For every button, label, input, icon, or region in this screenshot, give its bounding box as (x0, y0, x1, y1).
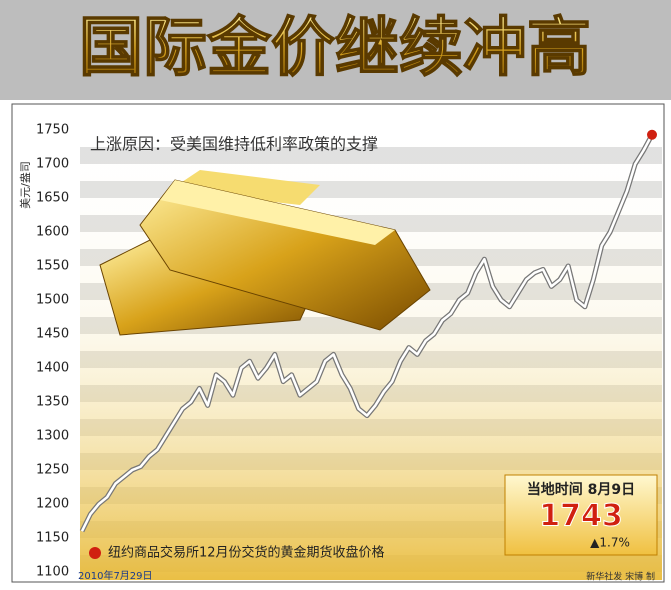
y-tick-label: 1200 (36, 497, 69, 512)
end-date: 当地时间 8月9日 (527, 481, 635, 498)
y-tick-label: 1650 (36, 191, 69, 206)
y-tick-label: 1450 (36, 327, 69, 342)
note-icon (89, 547, 101, 559)
y-axis-label: 美元/盎司 (18, 161, 32, 209)
subtitle: 上涨原因：受美国维持低利率政策的支撑 (90, 135, 378, 154)
x-start-label: 2010年7月29日 (78, 569, 153, 582)
y-tick-label: 1400 (36, 361, 69, 376)
chart-title: 国际金价继续冲高 (79, 12, 591, 86)
end-point (647, 129, 657, 140)
title-banner (0, 0, 671, 100)
source: 新华社发 宋博 制 (586, 571, 655, 583)
end-box (504, 474, 658, 556)
y-tick-label: 1150 (36, 531, 69, 546)
y-tick-label: 1600 (36, 225, 69, 240)
y-tick-label: 1350 (36, 395, 69, 410)
y-tick-label: 1100 (36, 565, 69, 580)
note: 纽约商品交易所12月份交货的黄金期货收盘价格 (108, 545, 385, 561)
y-tick-label: 1700 (36, 157, 69, 172)
y-tick-label: 1750 (36, 123, 69, 138)
y-tick-label: 1500 (36, 293, 69, 308)
end-value: 1743 (539, 499, 623, 534)
gold-bars (99, 170, 431, 336)
end-change: ▲1.7% (590, 536, 630, 550)
y-tick-label: 1550 (36, 259, 69, 274)
y-tick-label: 1250 (36, 463, 69, 478)
price-line-core (80, 134, 654, 532)
y-tick-label: 1300 (36, 429, 69, 444)
